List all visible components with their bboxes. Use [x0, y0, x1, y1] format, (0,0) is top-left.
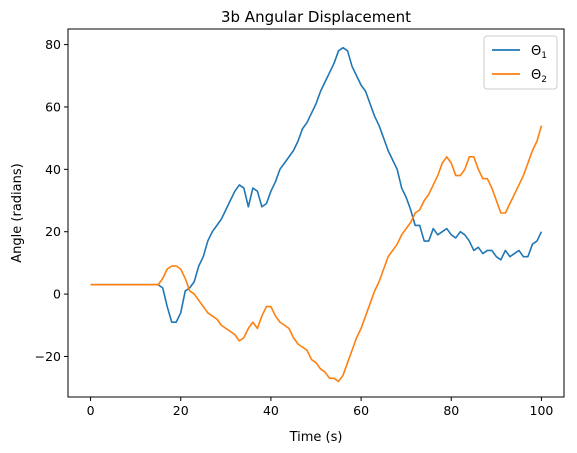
- y-tick-label: 0: [53, 287, 61, 302]
- series-line-1: [90, 46, 543, 323]
- plot-lines: [90, 46, 543, 383]
- chart-title: 3b Angular Displacement: [221, 8, 411, 26]
- y-tick-label: −20: [35, 349, 61, 364]
- x-tick-label: 0: [87, 403, 95, 418]
- legend-label-2: Θ2: [531, 68, 547, 85]
- x-tick-label: 20: [173, 403, 189, 418]
- y-tick-label: 80: [45, 37, 61, 52]
- y-tick-label: 40: [45, 162, 61, 177]
- x-tick-label: 60: [353, 403, 369, 418]
- y-tick-label: 60: [45, 99, 61, 114]
- legend-label-1: Θ1: [531, 44, 547, 61]
- x-axis-ticks: 0 20 40 60 80 100: [87, 397, 554, 418]
- y-tick-label: 20: [45, 224, 61, 239]
- y-axis-label: Angle (radians): [10, 163, 25, 262]
- x-axis-label: Time (s): [289, 430, 343, 445]
- x-tick-label: 100: [530, 403, 554, 418]
- x-tick-label: 40: [263, 403, 279, 418]
- x-tick-label: 80: [443, 403, 459, 418]
- series-line-2: [90, 125, 543, 383]
- y-axis-ticks: −20 0 20 40 60 80: [35, 37, 68, 364]
- plot-frame: [67, 28, 565, 398]
